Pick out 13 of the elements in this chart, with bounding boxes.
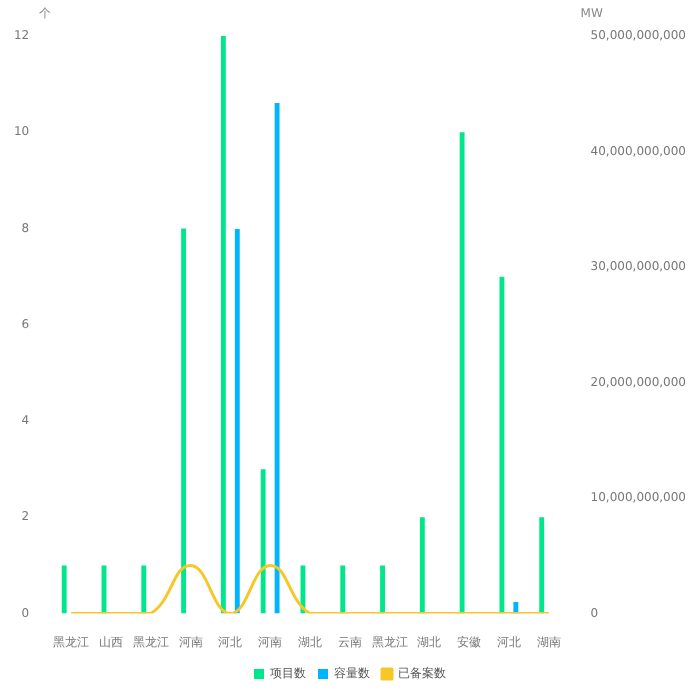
bar: [234, 228, 240, 614]
bar: [499, 276, 505, 614]
bar: [61, 565, 67, 614]
bar: [380, 565, 385, 614]
bar: [220, 36, 226, 614]
bar: [340, 565, 346, 614]
bar: [419, 517, 425, 614]
bar: [539, 517, 545, 614]
bar: [141, 565, 147, 614]
bar: [459, 132, 465, 614]
bar: [274, 103, 280, 614]
bar: [260, 469, 266, 614]
bar: [181, 228, 187, 614]
